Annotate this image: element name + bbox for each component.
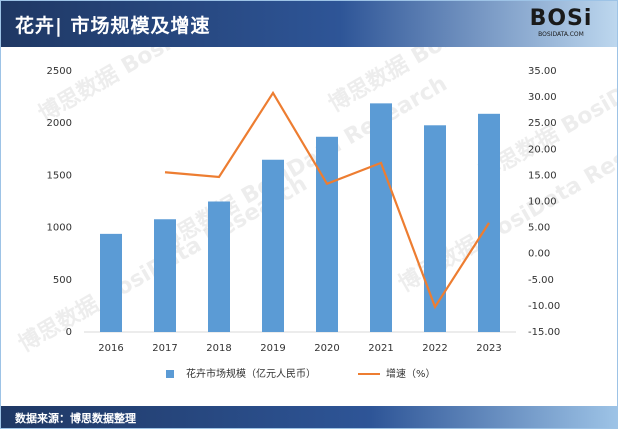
footer: 数据来源：博思数据整理 [1,406,617,428]
y2-tick-label: 15.00 [528,170,557,181]
y2-tick-label: 35.00 [528,66,557,77]
legend-label: 增速（%） [386,367,436,380]
bar [316,136,338,332]
y2-tick-label: 30.00 [528,92,557,103]
logo: BOSi BOSIDATA.COM [525,7,597,41]
x-tick-label: 2018 [206,343,231,354]
y2-tick-label: 5.00 [528,223,550,234]
y-tick-label: 1500 [47,170,72,181]
x-tick-label: 2016 [98,343,123,354]
bar [208,201,230,332]
x-tick-label: 2021 [368,343,393,354]
y-tick-label: 0 [66,327,72,338]
header: 花卉| 市场规模及增速 BOSi BOSIDATA.COM [1,1,617,47]
x-tick-label: 2019 [260,343,285,354]
y2-tick-label: -15.00 [528,327,560,338]
bar [100,233,122,332]
logo-subtext: BOSIDATA.COM [538,31,584,38]
y2-tick-label: -5.00 [528,275,554,286]
y2-tick-label: 25.00 [528,118,557,129]
source-note: 数据来源：博思数据整理 [15,412,136,425]
x-tick-label: 2023 [476,343,501,354]
legend-swatch [166,370,174,378]
bar [424,125,446,333]
y2-tick-label: 10.00 [528,197,557,208]
bar [262,159,284,332]
y-tick-label: 2500 [47,66,72,77]
title: 花卉| 市场规模及增速 [15,15,211,37]
bar [154,219,176,332]
x-tick-label: 2022 [422,343,447,354]
x-tick-label: 2017 [152,343,177,354]
y2-tick-label: 20.00 [528,144,557,155]
y-tick-label: 500 [53,275,72,286]
legend-label: 花卉市场规模（亿元人民币） [186,367,316,380]
bar [370,103,392,332]
x-tick-label: 2020 [314,343,339,354]
y2-tick-label: -10.00 [528,301,560,312]
y-tick-label: 2000 [47,118,72,129]
logo-text: BOSi [529,6,593,31]
y-tick-label: 1000 [47,223,72,234]
y2-tick-label: 0.00 [528,249,550,260]
line [164,90,490,310]
watermark: 博思数据 BosiData Research [324,47,617,117]
